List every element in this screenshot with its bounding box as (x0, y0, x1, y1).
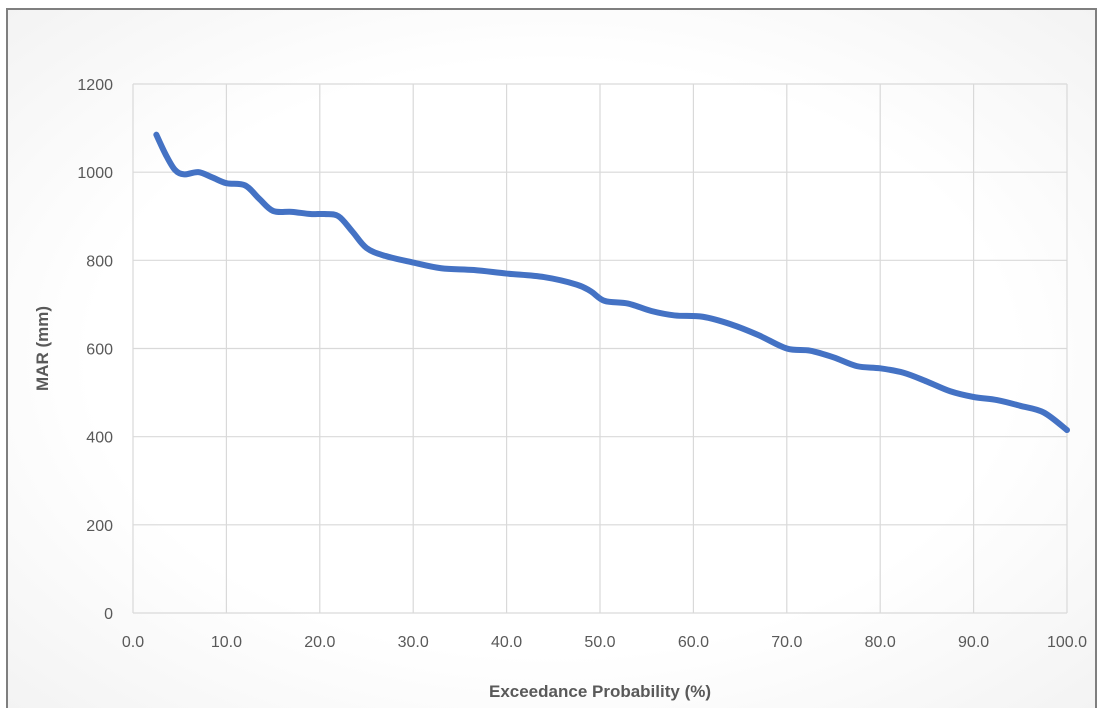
x-tick-label: 40.0 (491, 634, 522, 651)
x-tick-label: 30.0 (398, 634, 429, 651)
y-axis-title: MAR (mm) (33, 306, 52, 391)
y-tick-label: 600 (86, 342, 113, 359)
chart-frame: 0.0 10.0 20.0 30.0 40.0 50.0 60.0 70.0 80.0 90.0 1… (6, 8, 1097, 708)
x-tick-label: 90.0 (958, 634, 989, 651)
series-line (153, 131, 1070, 434)
x-tick-label: 70.0 (771, 634, 802, 651)
y-tick-label: 1000 (77, 165, 113, 182)
x-tick-label: 10.0 (211, 634, 242, 651)
x-axis-title: Exceedance Probability (%) (489, 682, 711, 701)
x-tick-label: 60.0 (678, 634, 709, 651)
x-tick-label: 0.0 (122, 634, 144, 651)
y-tick-label: 400 (86, 430, 113, 447)
x-tick-label: 80.0 (865, 634, 896, 651)
horizontal-gridlines (133, 83, 1067, 614)
y-tick-label: 0 (104, 606, 113, 623)
y-tick-label: 1200 (77, 77, 113, 94)
y-tick-label: 200 (86, 518, 113, 535)
series-layer (153, 131, 1070, 434)
x-tick-label: 50.0 (584, 634, 615, 651)
y-tick-label: 800 (86, 253, 113, 270)
y-tick-labels: 0 200 400 600 800 1000 1200 (77, 77, 113, 623)
x-tick-label: 20.0 (304, 634, 335, 651)
x-tick-label: 100.0 (1047, 634, 1087, 651)
x-tick-labels: 0.0 10.0 20.0 30.0 40.0 50.0 60.0 70.0 80.0 90.0 1… (122, 634, 1087, 651)
chart-svg: 0.0 10.0 20.0 30.0 40.0 50.0 60.0 70.0 80.0 90.0 1… (33, 77, 1087, 701)
